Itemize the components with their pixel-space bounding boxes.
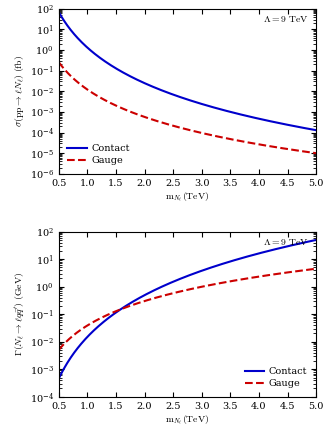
Gauge	[274, 272, 278, 277]
Contact	[209, 265, 213, 270]
Gauge	[57, 347, 61, 353]
Contact	[58, 375, 62, 380]
Line: Contact: Contact	[59, 12, 316, 130]
Line: Gauge: Gauge	[59, 62, 316, 153]
Gauge	[58, 346, 62, 351]
Line: Contact: Contact	[59, 240, 316, 379]
Contact	[215, 263, 218, 269]
Gauge	[314, 150, 318, 156]
X-axis label: $\mathrm{m}_{N_{\ell}}\mathrm{(TeV)}$: $\mathrm{m}_{N_{\ell}}\mathrm{(TeV)}$	[165, 413, 210, 426]
Contact	[274, 120, 278, 125]
Gauge	[274, 145, 278, 150]
Gauge	[57, 59, 61, 65]
Y-axis label: $\Gamma(N_{\ell} \to \ell q\bar{q}^{\prime})\ \mathrm{(GeV)}$: $\Gamma(N_{\ell} \to \ell q\bar{q}^{\pri…	[13, 272, 27, 356]
Gauge	[58, 61, 62, 66]
Contact	[58, 11, 62, 16]
Gauge	[215, 133, 218, 139]
Gauge	[209, 282, 213, 287]
Contact	[290, 242, 294, 248]
Contact	[274, 246, 278, 252]
Contact	[314, 128, 318, 133]
Gauge	[314, 266, 318, 271]
Legend: Contact, Gauge: Contact, Gauge	[241, 363, 311, 392]
Contact	[210, 265, 214, 270]
Gauge	[215, 281, 218, 286]
Contact	[314, 237, 318, 242]
Gauge	[210, 282, 214, 287]
Y-axis label: $\sigma(\mathrm{pp} \to \ell N_{\ell})\ \mathrm{(fb)}$: $\sigma(\mathrm{pp} \to \ell N_{\ell})\ …	[14, 55, 27, 127]
Contact	[215, 106, 218, 111]
Text: $\Lambda = 9\ \mathrm{TeV}$: $\Lambda = 9\ \mathrm{TeV}$	[263, 237, 308, 247]
Contact	[57, 9, 61, 14]
Gauge	[209, 133, 213, 138]
Text: $\Lambda = 9\ \mathrm{TeV}$: $\Lambda = 9\ \mathrm{TeV}$	[263, 14, 308, 24]
Line: Gauge: Gauge	[59, 269, 316, 350]
Contact	[209, 104, 213, 109]
Contact	[210, 104, 214, 109]
Gauge	[290, 147, 294, 152]
X-axis label: $\mathrm{m}_{N_{\ell}}\mathrm{(TeV)}$: $\mathrm{m}_{N_{\ell}}\mathrm{(TeV)}$	[165, 191, 210, 203]
Gauge	[210, 133, 214, 138]
Gauge	[290, 269, 294, 274]
Contact	[290, 123, 294, 128]
Contact	[57, 376, 61, 382]
Legend: Contact, Gauge: Contact, Gauge	[64, 140, 134, 169]
